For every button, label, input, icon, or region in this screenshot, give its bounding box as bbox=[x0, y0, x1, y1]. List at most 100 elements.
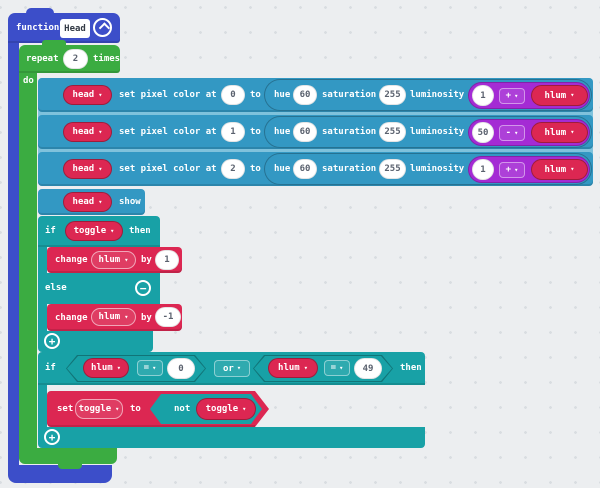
collapse-button[interactable] bbox=[93, 18, 112, 37]
repeat-times-label: times bbox=[93, 54, 121, 64]
to-label: to bbox=[250, 90, 261, 100]
hsl-color-block[interactable]: hue 60 saturation 255 luminosity 1 + ▾ h… bbox=[264, 153, 592, 185]
set-variable-block[interactable]: set toggle ▾ to not toggle ▾ bbox=[47, 391, 255, 427]
comparison-operator-dropdown[interactable]: = ▾ bbox=[324, 360, 350, 376]
if-toggle-spine-else bbox=[38, 304, 47, 331]
by-label: by bbox=[141, 255, 152, 265]
hsl-color-block[interactable]: hue 60 saturation 255 luminosity 1 + ▾ h… bbox=[264, 79, 592, 111]
saturation-input[interactable]: 255 bbox=[379, 85, 406, 105]
not-block[interactable]: not toggle ▾ bbox=[150, 394, 262, 424]
operator-dropdown[interactable]: + ▾ bbox=[499, 88, 525, 104]
variable-pill[interactable]: hlum ▾ bbox=[268, 358, 318, 378]
variable-dropdown[interactable]: toggle ▾ bbox=[75, 399, 123, 419]
dropdown-arrow-icon: ▾ bbox=[152, 363, 157, 372]
device-dropdown-value: head bbox=[72, 197, 95, 207]
comparison-operator-dropdown[interactable]: = ▾ bbox=[137, 360, 163, 376]
variable-pill[interactable]: toggle ▾ bbox=[196, 398, 256, 420]
condition-variable-pill[interactable]: toggle ▾ bbox=[65, 221, 123, 241]
change-variable-block[interactable]: change hlum ▾ by -1 bbox=[47, 304, 182, 331]
pixel-index-input[interactable]: 1 bbox=[221, 122, 245, 142]
if-toggle-block[interactable]: if toggle ▾ then bbox=[38, 216, 160, 247]
minus-icon: − bbox=[139, 281, 147, 295]
device-dropdown[interactable]: head ▾ bbox=[63, 192, 112, 212]
hue-input[interactable]: 60 bbox=[293, 85, 317, 105]
dropdown-arrow-icon: ▾ bbox=[98, 197, 103, 206]
add-else-button[interactable]: + bbox=[44, 333, 60, 349]
change-amount-input[interactable]: 1 bbox=[155, 250, 179, 270]
hue-input[interactable]: 60 bbox=[293, 122, 317, 142]
pixel-index-input[interactable]: 0 bbox=[221, 85, 245, 105]
set-pixel-label: set pixel color at bbox=[119, 90, 217, 100]
comparison-block[interactable]: hlum ▾ = ▾ 49 bbox=[253, 355, 393, 382]
change-variable-block[interactable]: change hlum ▾ by 1 bbox=[47, 247, 182, 273]
pixel-index-input[interactable]: 2 bbox=[221, 159, 245, 179]
show-label: show bbox=[119, 197, 141, 207]
repeat-block-tab bbox=[42, 40, 66, 47]
variable-pill[interactable]: hlum ▾ bbox=[83, 358, 129, 378]
dropdown-arrow-icon: ▾ bbox=[514, 128, 519, 137]
repeat-do-label: do bbox=[23, 76, 34, 86]
if-toggle-spine-then bbox=[38, 247, 47, 273]
variable-pill[interactable]: hlum ▾ bbox=[531, 122, 588, 143]
comparison-block[interactable]: hlum ▾ = ▾ 0 bbox=[66, 355, 206, 382]
repeat-keyword: repeat bbox=[26, 54, 59, 64]
if-bounds-block[interactable]: if hlum ▾ = ▾ 0 or ▾ hlum bbox=[38, 352, 425, 385]
operator-dropdown[interactable]: + ▾ bbox=[499, 162, 525, 178]
math-operation-block[interactable]: 1 + ▾ hlum ▾ bbox=[468, 82, 590, 109]
dropdown-arrow-icon: ▾ bbox=[570, 165, 575, 173]
saturation-input[interactable]: 255 bbox=[379, 122, 406, 142]
function-name-field[interactable]: Head bbox=[60, 19, 90, 38]
to-label: to bbox=[250, 164, 261, 174]
operator-value: = bbox=[330, 363, 337, 373]
operand-left-input[interactable]: 1 bbox=[472, 85, 494, 106]
dropdown-arrow-icon: ▾ bbox=[514, 91, 519, 100]
variable-dropdown[interactable]: hlum ▾ bbox=[91, 308, 136, 326]
comparison-value-input[interactable]: 0 bbox=[167, 358, 195, 379]
math-operation-block[interactable]: 1 + ▾ hlum ▾ bbox=[468, 156, 590, 183]
variable-pill[interactable]: hlum ▾ bbox=[531, 85, 588, 106]
function-block[interactable]: function Head bbox=[8, 13, 120, 43]
not-label: not bbox=[174, 404, 191, 414]
set-pixel-block-2[interactable]: head ▾ set pixel color at 2 to hue 60 sa… bbox=[38, 152, 593, 186]
repeat-block[interactable]: repeat 2 times bbox=[19, 45, 120, 73]
set-pixel-label: set pixel color at bbox=[119, 127, 217, 137]
variable-pill-value: hlum bbox=[544, 164, 567, 175]
operator-value: = bbox=[143, 363, 150, 373]
saturation-input[interactable]: 255 bbox=[379, 159, 406, 179]
variable-dropdown-value: hlum bbox=[98, 255, 121, 265]
dropdown-arrow-icon: ▾ bbox=[110, 226, 115, 235]
remove-else-button[interactable]: − bbox=[135, 280, 151, 296]
boolean-operator-dropdown[interactable]: or ▾ bbox=[214, 360, 250, 377]
change-amount-input[interactable]: -1 bbox=[155, 307, 181, 327]
set-pixel-block-1[interactable]: head ▾ set pixel color at 1 to hue 60 sa… bbox=[38, 115, 593, 149]
else-label: else bbox=[45, 283, 67, 293]
variable-dropdown[interactable]: hlum ▾ bbox=[91, 251, 136, 269]
device-dropdown[interactable]: head ▾ bbox=[63, 85, 112, 105]
dropdown-arrow-icon: ▾ bbox=[514, 165, 519, 174]
comparison-value-input[interactable]: 49 bbox=[354, 358, 382, 379]
show-block[interactable]: head ▾ show bbox=[38, 189, 145, 215]
chevron-up-icon bbox=[98, 21, 110, 34]
set-pixel-block-0[interactable]: head ▾ set pixel color at 0 to hue 60 sa… bbox=[38, 78, 593, 112]
device-dropdown[interactable]: head ▾ bbox=[63, 122, 112, 142]
set-block-point bbox=[255, 391, 269, 427]
operand-left-input[interactable]: 50 bbox=[472, 122, 494, 143]
operator-dropdown[interactable]: - ▾ bbox=[499, 125, 525, 141]
repeat-block-spine bbox=[19, 73, 37, 448]
function-block-spine bbox=[8, 43, 19, 467]
if-toggle-footer: + bbox=[38, 331, 153, 352]
variable-pill[interactable]: hlum ▾ bbox=[531, 159, 588, 180]
hsl-color-block[interactable]: hue 60 saturation 255 luminosity 50 - ▾ … bbox=[264, 116, 592, 148]
if-bounds-spine bbox=[38, 385, 47, 427]
plus-icon: + bbox=[48, 430, 56, 444]
operator-value: + bbox=[505, 91, 512, 101]
add-else-button[interactable]: + bbox=[44, 429, 60, 445]
math-operation-block[interactable]: 50 - ▾ hlum ▾ bbox=[468, 119, 590, 146]
hue-input[interactable]: 60 bbox=[293, 159, 317, 179]
operand-left-input[interactable]: 1 bbox=[472, 159, 494, 180]
device-dropdown[interactable]: head ▾ bbox=[63, 159, 112, 179]
by-label: by bbox=[141, 313, 152, 323]
dropdown-arrow-icon: ▾ bbox=[570, 128, 575, 136]
repeat-block-bottom-tab bbox=[58, 462, 82, 469]
repeat-count-input[interactable]: 2 bbox=[63, 49, 88, 69]
